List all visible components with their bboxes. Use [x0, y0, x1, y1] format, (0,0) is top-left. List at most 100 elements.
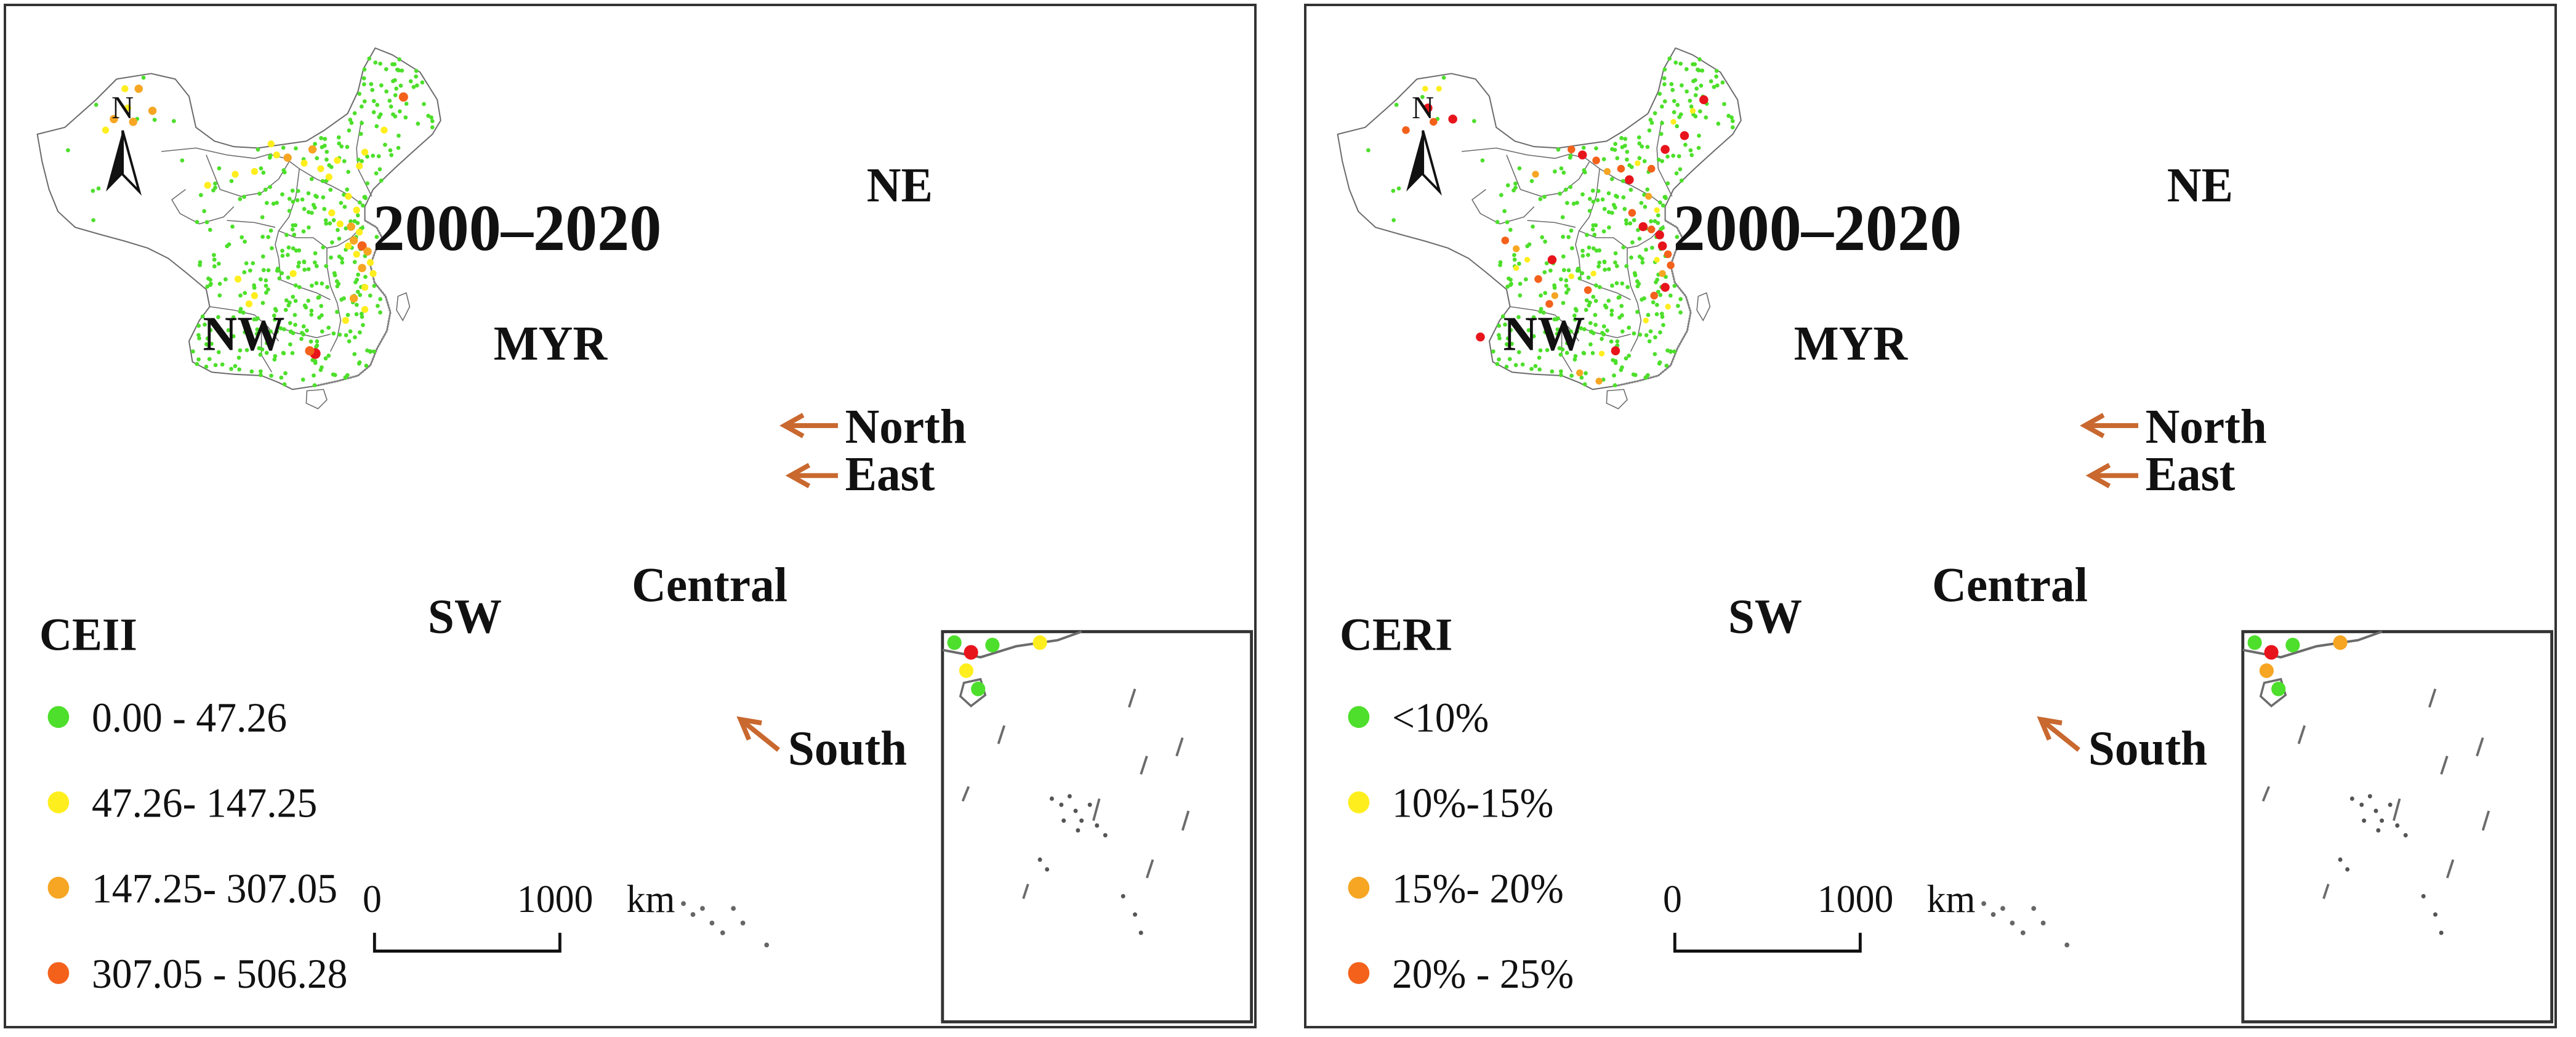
- city-point-low-b: [1613, 361, 1618, 365]
- city-point-low-b: [1566, 235, 1571, 240]
- city-point-low-a: [313, 142, 317, 147]
- city-point-low-a: [320, 329, 324, 334]
- city-point-low-b: [1596, 188, 1601, 193]
- city-point-low-b: [1558, 192, 1563, 196]
- city-point-low-b: [1615, 339, 1620, 344]
- city-point-low-a: [284, 298, 289, 303]
- city-point-low-a: [301, 229, 306, 234]
- city-point-low-a: [310, 358, 315, 363]
- city-point-low-a: [198, 263, 202, 267]
- city-point-low-a: [352, 111, 357, 116]
- city-point-low-b: [1629, 255, 1633, 260]
- city-point-class-2-a: [353, 251, 360, 258]
- islet-a: [700, 906, 705, 911]
- inset-boundary-dash-b: [2322, 883, 2330, 899]
- city-point-low-b: [1631, 372, 1636, 377]
- city-point-low-a: [373, 60, 378, 65]
- city-point-low-b: [1581, 145, 1586, 150]
- city-point-class-4-b: [1628, 209, 1636, 217]
- city-point-low-a: [229, 179, 234, 184]
- legend-swatch-3-b: [1348, 876, 1370, 899]
- city-point-low-b: [1678, 112, 1683, 117]
- city-point-low-b: [1517, 261, 1521, 266]
- city-point-class-2-b: [1436, 86, 1442, 92]
- city-point-class-3-b: [1595, 377, 1603, 385]
- city-point-low-b: [1569, 373, 1574, 378]
- inset-map-b: [2241, 630, 2554, 1023]
- city-point-low-b: [1552, 283, 1556, 288]
- city-point-low-a: [387, 99, 392, 103]
- city-point-low-a: [306, 210, 311, 214]
- inset-boundary-dash-a: [1145, 859, 1154, 879]
- coastline-b: [1615, 219, 1692, 387]
- city-point-class-4-b: [1584, 286, 1592, 294]
- city-point-low-b: [1670, 87, 1675, 92]
- island-outline-a: [396, 292, 411, 322]
- city-point-low-b: [1675, 124, 1680, 129]
- city-point-low-a: [389, 153, 394, 158]
- city-point-low-b: [1366, 148, 1371, 153]
- city-point-low-a: [365, 181, 370, 186]
- city-point-low-a: [354, 312, 359, 317]
- city-point-low-b: [1652, 111, 1657, 116]
- city-point-class-2-b: [1524, 257, 1531, 263]
- city-point-low-b: [1396, 186, 1401, 191]
- city-point-low-b: [1587, 196, 1592, 201]
- city-point-low-b: [1678, 167, 1683, 172]
- region-border-b: [1579, 278, 1631, 301]
- city-point-low-b: [1564, 278, 1569, 283]
- city-point-low-b: [1619, 368, 1624, 373]
- city-point-low-b: [1497, 336, 1502, 341]
- city-point-low-a: [362, 82, 366, 87]
- city-point-low-a: [331, 331, 336, 336]
- city-point-low-b: [1627, 163, 1632, 167]
- inset-islet-a: [1087, 802, 1092, 807]
- city-point-class-3-b: [1551, 292, 1558, 299]
- legend-label-4-b: 20% - 25%: [1392, 951, 1574, 997]
- city-point-low-a: [336, 135, 341, 140]
- city-point-low-a: [291, 294, 296, 299]
- inset-boundary-dash-b: [2445, 859, 2455, 879]
- city-point-low-a: [205, 284, 210, 289]
- city-point-class-2-a: [369, 270, 377, 277]
- region-label-central-b: Central: [1932, 557, 2088, 611]
- city-point-low-a: [388, 148, 393, 153]
- city-point-low-a: [342, 159, 347, 164]
- city-point-class-2-b: [1568, 273, 1574, 280]
- city-point-low-a: [217, 281, 222, 286]
- city-point-low-b: [1597, 284, 1602, 289]
- city-point-low-b: [1689, 104, 1694, 109]
- city-point-low-a: [231, 315, 236, 320]
- islet-b: [2031, 906, 2037, 911]
- region-border-b: [1579, 326, 1631, 339]
- city-point-low-a: [375, 103, 380, 107]
- city-point-low-b: [1658, 293, 1663, 297]
- city-point-low-a: [209, 342, 214, 346]
- city-point-low-a: [365, 154, 369, 159]
- coastline-a: [315, 219, 392, 387]
- city-point-low-a: [374, 171, 379, 176]
- city-point-low-a: [257, 346, 262, 350]
- city-point-low-a: [355, 220, 360, 225]
- city-point-low-b: [1560, 347, 1565, 352]
- city-point-low-a: [307, 225, 311, 230]
- inset-islet-a: [1061, 818, 1066, 823]
- city-point-low-b: [1665, 181, 1670, 186]
- city-point-low-a: [361, 76, 366, 81]
- city-point-low-b: [1625, 284, 1630, 289]
- city-point-low-a: [340, 260, 345, 265]
- city-point-low-a: [273, 353, 278, 358]
- city-point-low-a: [374, 124, 379, 129]
- city-point-low-a: [376, 154, 381, 159]
- city-point-class-2-a: [121, 85, 129, 92]
- city-point-low-b: [1627, 353, 1632, 358]
- city-point-low-b: [1632, 331, 1636, 336]
- city-point-low-a: [330, 240, 334, 244]
- city-point-low-a: [393, 78, 397, 83]
- city-point-low-b: [1655, 302, 1659, 307]
- city-point-low-b: [1621, 245, 1626, 249]
- city-point-low-a: [263, 187, 268, 192]
- city-point-low-a: [376, 304, 380, 309]
- legend-label-2-a: 47.26- 147.25: [92, 781, 317, 826]
- city-point-class-3-a: [148, 107, 157, 115]
